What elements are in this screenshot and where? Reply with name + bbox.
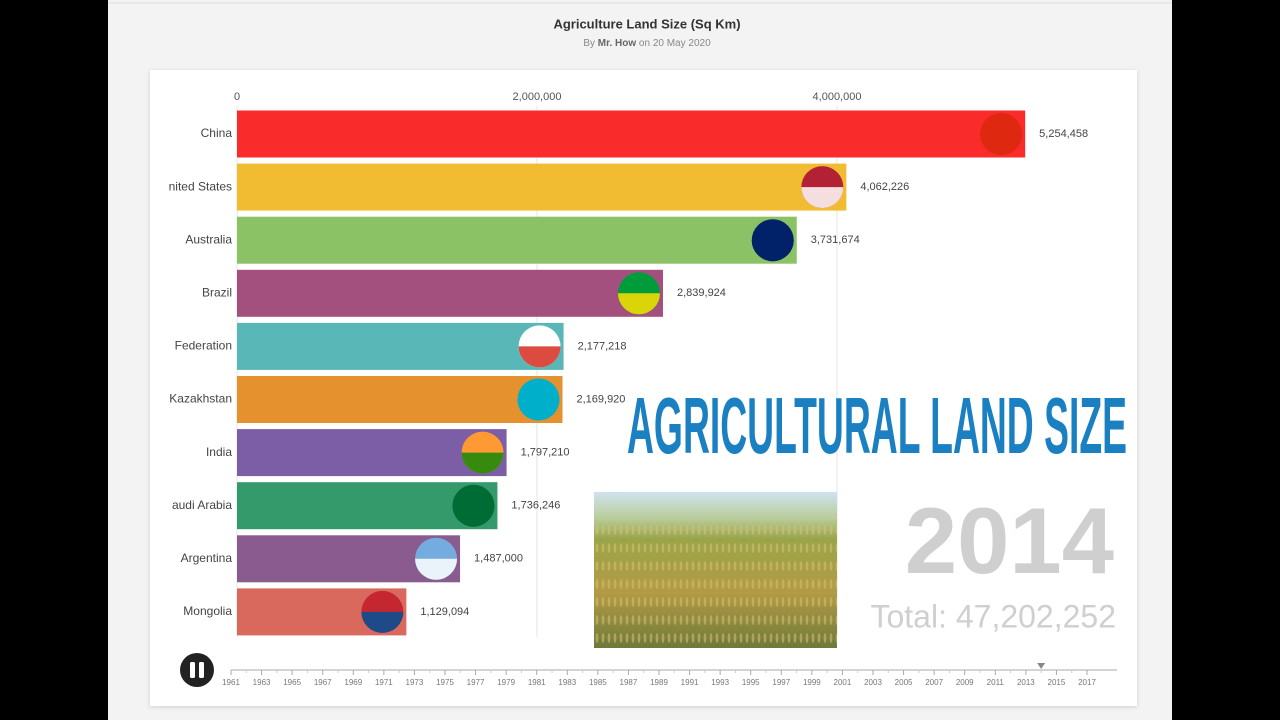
overlay-title: AGRICULTURAL LAND SIZE xyxy=(627,381,1127,470)
category-label: India xyxy=(206,445,232,459)
current-year: 2014 xyxy=(905,488,1114,593)
timeline-year-label: 1999 xyxy=(803,678,821,687)
flag-detail xyxy=(415,558,458,580)
timeline-year-label: 2009 xyxy=(956,678,974,687)
flag-detail xyxy=(452,505,495,527)
flag xyxy=(518,325,561,368)
timeline-year-label: 2011 xyxy=(987,678,1005,687)
pause-icon xyxy=(190,662,195,678)
value-label: 2,177,218 xyxy=(578,340,627,352)
byline-prefix: By xyxy=(583,38,595,49)
timeline-year-label: 2015 xyxy=(1048,678,1066,687)
value-label: 1,736,246 xyxy=(511,500,560,512)
category-label: Kazakhstan xyxy=(169,392,232,406)
timeline-year-label: 2003 xyxy=(864,678,882,687)
timeline-year-label: 1983 xyxy=(558,678,576,687)
flag xyxy=(751,219,794,262)
timeline-year-label: 1989 xyxy=(650,678,668,687)
bar xyxy=(237,376,563,423)
timeline-year-label: 1991 xyxy=(681,678,699,687)
timeline-year-label: 1975 xyxy=(436,678,454,687)
bar xyxy=(237,216,797,264)
wheat-photo-texture xyxy=(594,520,837,648)
pause-button[interactable] xyxy=(180,653,214,687)
bar xyxy=(237,322,564,370)
flag-detail xyxy=(517,399,560,421)
flag xyxy=(617,272,660,315)
timeline-year-label: 1985 xyxy=(589,678,607,687)
flag xyxy=(980,113,1023,155)
timeline-year-label: 1977 xyxy=(467,678,485,687)
timeline-marker xyxy=(1037,663,1046,669)
flag xyxy=(461,431,504,474)
flag-detail xyxy=(361,611,404,633)
x-tick-label: 4,000,000 xyxy=(813,91,862,103)
timeline-year-label: 2007 xyxy=(925,678,943,687)
bars: 5,254,458 4,062,226 3,731,674 2,839,924 2,17… xyxy=(237,110,1088,636)
value-label: 4,062,226 xyxy=(860,181,909,193)
timeline-year-label: 1993 xyxy=(711,678,729,687)
category-label: Brazil xyxy=(202,285,232,299)
value-label: 1,797,210 xyxy=(521,447,570,459)
timeline-year-label: 1973 xyxy=(406,678,424,687)
category-label: Australia xyxy=(185,232,232,246)
timeline-year-label: 1979 xyxy=(497,678,515,687)
value-label: 1,487,000 xyxy=(474,553,523,565)
timeline-year-label: 1997 xyxy=(772,678,790,687)
timeline-year-label: 1995 xyxy=(742,678,760,687)
category-label: China xyxy=(201,126,233,140)
flag xyxy=(361,590,404,633)
flag-detail xyxy=(801,187,844,209)
flag-detail xyxy=(518,346,561,368)
value-label: 2,169,920 xyxy=(576,393,625,405)
flag-detail xyxy=(751,240,794,262)
timeline-year-label: 1987 xyxy=(620,678,638,687)
bar xyxy=(237,269,663,317)
category-label: Mongolia xyxy=(183,604,232,618)
pause-icon xyxy=(199,662,204,678)
timeline-year-label: 1961 xyxy=(222,678,240,687)
play-pause-button[interactable] xyxy=(180,653,214,687)
category-labels: China nited States Australia Brazil Federati… xyxy=(169,126,233,618)
category-label: Argentina xyxy=(181,551,233,565)
flag xyxy=(415,537,458,580)
timeline-year-label: 1981 xyxy=(528,678,546,687)
byline-date: on 20 May 2020 xyxy=(639,38,711,49)
flag xyxy=(517,378,560,421)
chart-title: Agriculture Land Size (Sq Km) xyxy=(553,16,740,31)
x-tick-label: 2,000,000 xyxy=(513,91,562,103)
flag xyxy=(801,166,844,209)
category-label: audi Arabia xyxy=(172,498,232,512)
flag xyxy=(452,484,495,527)
timeline-year-label: 2001 xyxy=(834,678,852,687)
value-label: 5,254,458 xyxy=(1039,128,1088,140)
timeline-year-label: 1965 xyxy=(283,678,301,687)
bar xyxy=(237,110,1026,158)
value-label: 3,731,674 xyxy=(811,234,860,246)
timeline-year-label: 1967 xyxy=(314,678,332,687)
timeline-year-label: 2013 xyxy=(1017,678,1035,687)
author: Mr. How xyxy=(598,38,637,49)
category-label: Federation xyxy=(175,339,232,353)
byline: By Mr. How on 20 May 2020 xyxy=(583,38,711,49)
flag-detail xyxy=(617,293,660,315)
timeline-year-label: 1971 xyxy=(375,678,393,687)
total-label: Total: 47,202,252 xyxy=(870,598,1116,634)
timeline-year-label: 2005 xyxy=(895,678,913,687)
timeline-year-label: 2017 xyxy=(1078,678,1096,687)
x-tick-label: 0 xyxy=(234,91,240,103)
value-label: 2,839,924 xyxy=(677,287,726,299)
value-label: 1,129,094 xyxy=(420,606,469,618)
bar xyxy=(237,163,847,211)
timeline[interactable]: 1961 1963 1965 1967 1969 1971 1973 1975 1977 1979… xyxy=(222,663,1117,687)
timeline-year-label: 1969 xyxy=(344,678,362,687)
timeline-year-label: 1963 xyxy=(253,678,271,687)
flag-detail xyxy=(980,134,1023,155)
flag-detail xyxy=(461,452,504,474)
category-label: nited States xyxy=(169,179,232,193)
